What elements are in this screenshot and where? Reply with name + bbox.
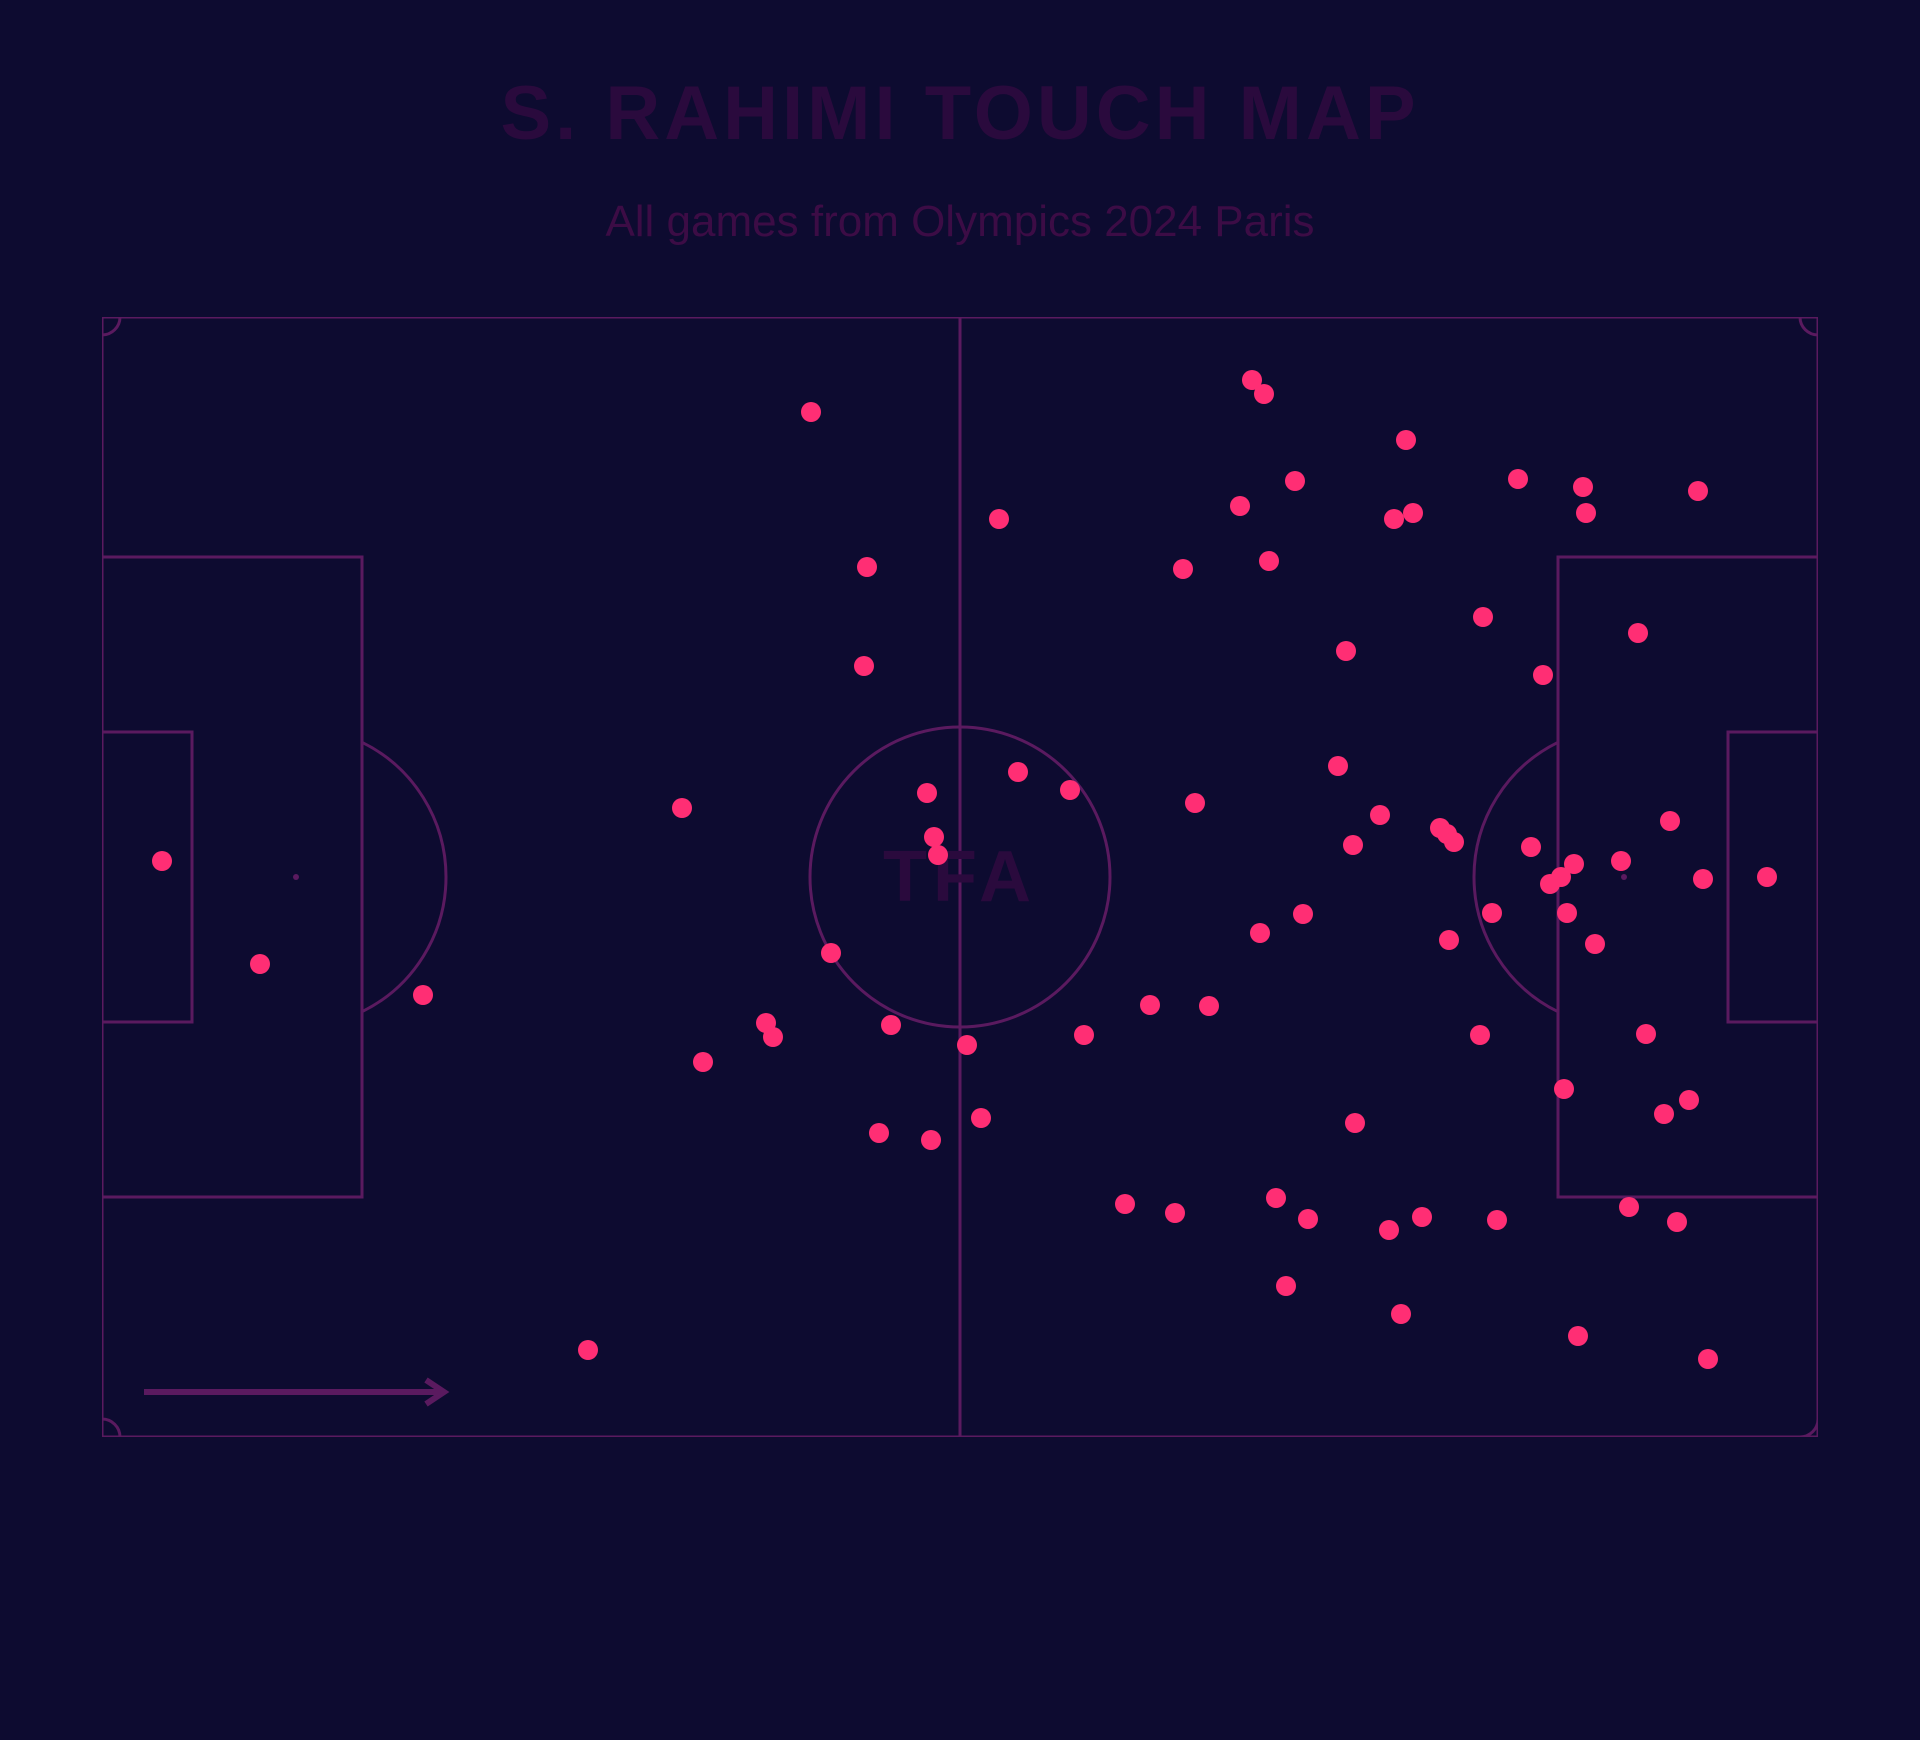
touch-point bbox=[1185, 793, 1205, 813]
pitch-container: TFA bbox=[102, 317, 1818, 1437]
touch-point bbox=[1568, 1326, 1588, 1346]
touch-point bbox=[1384, 509, 1404, 529]
touch-point bbox=[1276, 1276, 1296, 1296]
touch-point bbox=[971, 1108, 991, 1128]
touch-point bbox=[1250, 923, 1270, 943]
touch-point bbox=[1557, 903, 1577, 923]
touch-point bbox=[578, 1340, 598, 1360]
touch-point bbox=[1285, 471, 1305, 491]
touch-point bbox=[1628, 623, 1648, 643]
touch-point bbox=[881, 1015, 901, 1035]
touch-point bbox=[1679, 1090, 1699, 1110]
touch-point bbox=[1345, 1113, 1365, 1133]
touch-point bbox=[1173, 559, 1193, 579]
touch-point bbox=[1379, 1220, 1399, 1240]
touch-point bbox=[1470, 1025, 1490, 1045]
touch-point bbox=[924, 827, 944, 847]
touch-point bbox=[1554, 1079, 1574, 1099]
touch-point bbox=[1298, 1209, 1318, 1229]
touch-point bbox=[957, 1035, 977, 1055]
touch-point bbox=[917, 783, 937, 803]
touch-point bbox=[1698, 1349, 1718, 1369]
touch-point bbox=[1611, 851, 1631, 871]
touch-point bbox=[1328, 756, 1348, 776]
touch-point bbox=[250, 954, 270, 974]
touch-point bbox=[1619, 1197, 1639, 1217]
touch-point bbox=[1412, 1207, 1432, 1227]
touch-point bbox=[921, 1130, 941, 1150]
touch-point bbox=[1439, 930, 1459, 950]
touch-point bbox=[1576, 503, 1596, 523]
touch-point bbox=[1254, 384, 1274, 404]
touch-point bbox=[413, 985, 433, 1005]
chart-title: S. RAHIMI TOUCH MAP bbox=[500, 70, 1419, 157]
touch-point bbox=[1482, 903, 1502, 923]
touch-point bbox=[763, 1027, 783, 1047]
chart-subtitle: All games from Olympics 2024 Paris bbox=[605, 197, 1314, 247]
touch-point bbox=[1667, 1212, 1687, 1232]
touch-point bbox=[1230, 496, 1250, 516]
touch-point bbox=[857, 557, 877, 577]
touch-point bbox=[1266, 1188, 1286, 1208]
touch-point bbox=[1140, 995, 1160, 1015]
touch-point bbox=[1693, 869, 1713, 889]
touch-point bbox=[1444, 832, 1464, 852]
touch-point bbox=[1508, 469, 1528, 489]
touch-point bbox=[1660, 811, 1680, 831]
touch-point bbox=[1370, 805, 1390, 825]
touch-point bbox=[1293, 904, 1313, 924]
touch-point bbox=[1060, 780, 1080, 800]
touch-point bbox=[1343, 835, 1363, 855]
touch-point bbox=[693, 1052, 713, 1072]
touch-point bbox=[152, 851, 172, 871]
touch-point bbox=[1199, 996, 1219, 1016]
touch-point bbox=[1487, 1210, 1507, 1230]
touch-point bbox=[1259, 551, 1279, 571]
touch-point bbox=[1636, 1024, 1656, 1044]
touch-point bbox=[1757, 867, 1777, 887]
touch-point bbox=[1165, 1203, 1185, 1223]
touch-point bbox=[854, 656, 874, 676]
touch-point bbox=[1473, 607, 1493, 627]
touch-point bbox=[989, 509, 1009, 529]
touch-point bbox=[1074, 1025, 1094, 1045]
touch-point bbox=[1654, 1104, 1674, 1124]
touch-point bbox=[928, 845, 948, 865]
touch-point bbox=[1396, 430, 1416, 450]
touch-point bbox=[801, 402, 821, 422]
touch-point bbox=[1391, 1304, 1411, 1324]
touch-point bbox=[821, 943, 841, 963]
touch-point bbox=[1521, 837, 1541, 857]
touch-point bbox=[1573, 477, 1593, 497]
touch-point bbox=[869, 1123, 889, 1143]
touch-point bbox=[1115, 1194, 1135, 1214]
touch-point bbox=[1585, 934, 1605, 954]
touch-point bbox=[1564, 854, 1584, 874]
touch-point bbox=[1008, 762, 1028, 782]
touch-point bbox=[1403, 503, 1423, 523]
touch-point bbox=[672, 798, 692, 818]
touch-point bbox=[1533, 665, 1553, 685]
touch-point bbox=[1688, 481, 1708, 501]
direction-arrow-icon bbox=[144, 1377, 464, 1407]
touch-point bbox=[1336, 641, 1356, 661]
